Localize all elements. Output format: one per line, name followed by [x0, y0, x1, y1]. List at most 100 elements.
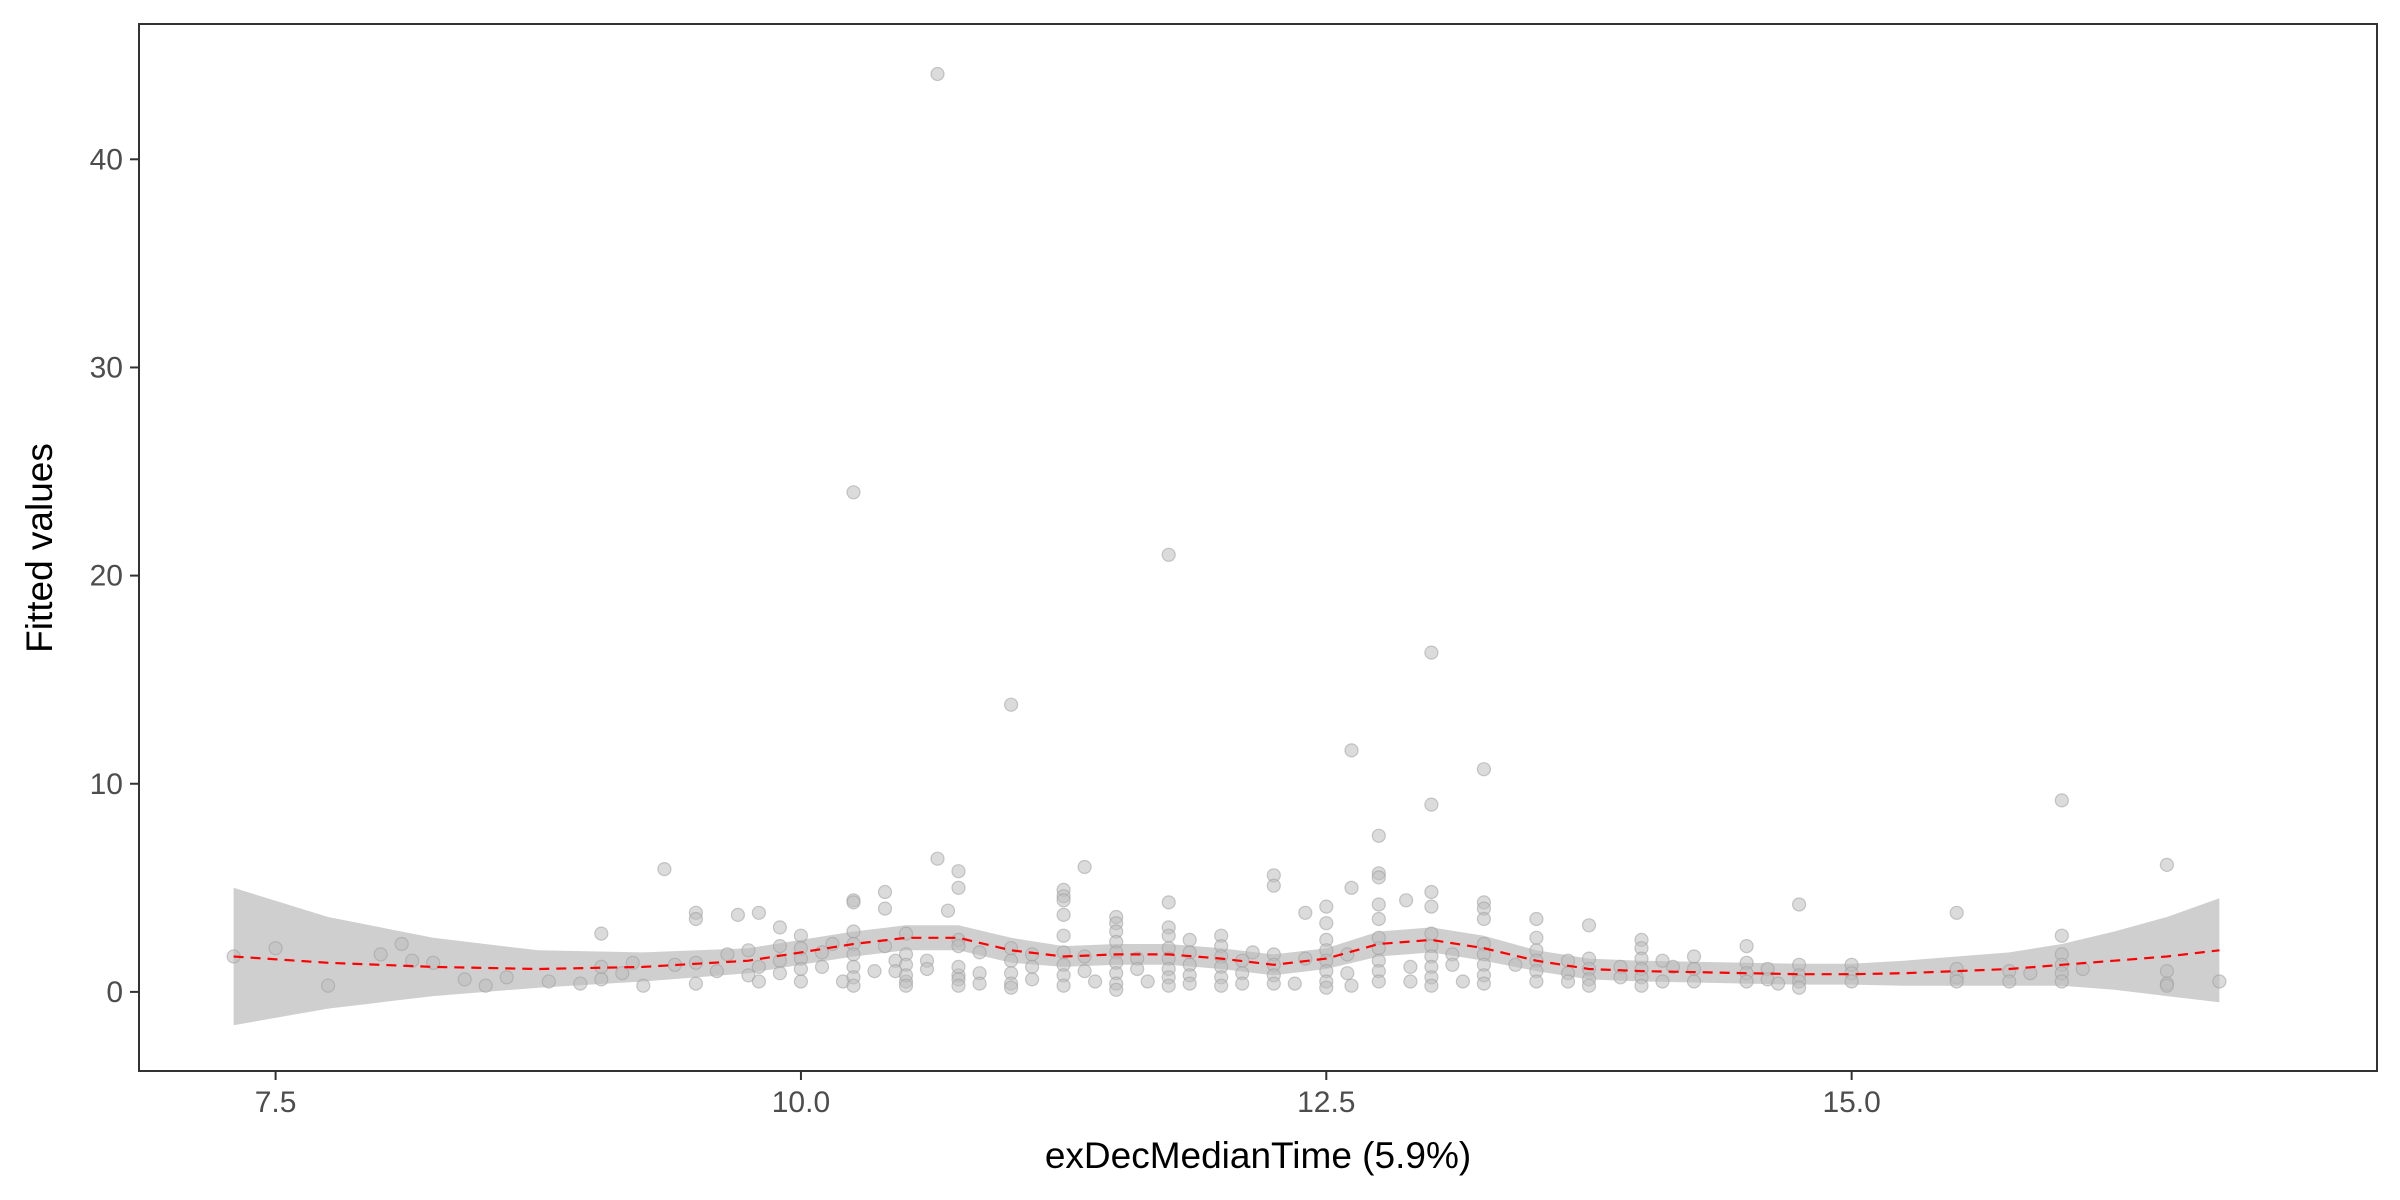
scatter-point [1686, 961, 1702, 977]
scatter-point [730, 907, 746, 923]
scatter-point [772, 938, 788, 954]
scatter-point [1371, 974, 1386, 989]
x-tick-label: 15.0 [1822, 1086, 1880, 1119]
scatter-point [1529, 911, 1544, 927]
scatter-point [709, 963, 725, 979]
scatter-point [1344, 978, 1359, 993]
scatter-point [898, 978, 914, 993]
scatter-point [1424, 926, 1439, 941]
plot-panel-border [138, 23, 2378, 1072]
y-tick-label: 30 [90, 351, 123, 384]
y-tick-label: 0 [106, 976, 123, 1009]
scatter-point [2159, 857, 2174, 873]
scatter-point [321, 978, 336, 993]
scatter-point [394, 936, 409, 952]
scatter-point [541, 974, 556, 989]
y-axis: 0 10 20 30 40 [90, 143, 139, 1009]
scatter-point [940, 903, 956, 918]
x-axis-title: exDecMedianTime (5.9%) [1045, 1135, 1471, 1176]
y-tick-label: 20 [90, 560, 123, 593]
scatter-point [1319, 980, 1334, 995]
scatter-point [1266, 976, 1281, 991]
y-tick-label: 10 [90, 768, 123, 801]
scatter-point [741, 943, 756, 958]
scatter-point [741, 968, 756, 983]
scatter-point [688, 911, 704, 927]
scatter-point [1791, 980, 1807, 995]
scatter-point [930, 851, 945, 866]
scatter-point [1266, 878, 1281, 893]
scatter-point [1508, 957, 1523, 972]
scatter-point [720, 947, 735, 962]
scatter-point [1371, 870, 1386, 885]
scatter-point [594, 972, 609, 987]
scatter-point [1529, 974, 1544, 989]
scatter-point [877, 901, 893, 916]
scatter-point [1077, 859, 1092, 875]
scatter-point [1455, 974, 1471, 989]
scatter-point [1424, 978, 1439, 993]
scatter-point [1319, 916, 1334, 931]
scatter-point [1344, 880, 1359, 895]
scatter-point [1344, 743, 1359, 758]
scatter-point [478, 978, 493, 993]
scatter-point [951, 938, 966, 954]
scatter-point [772, 966, 788, 981]
scatter-point [1403, 974, 1418, 989]
scatter-point [1161, 978, 1176, 993]
scatter-point [1424, 884, 1439, 900]
scatter-point [951, 864, 966, 879]
scatter-point [1739, 938, 1754, 954]
scatter-point [1003, 953, 1019, 968]
scatter-point [951, 880, 966, 895]
scatter-point [688, 976, 704, 991]
scatter-point [751, 905, 767, 920]
scatter-point [1140, 974, 1155, 989]
scatter-point [793, 974, 809, 989]
scatter-point [1634, 978, 1649, 993]
scatter-point [1298, 905, 1313, 920]
scatter-point [972, 976, 987, 991]
scatter-point [1056, 978, 1071, 993]
scatter-point [1130, 961, 1145, 977]
scatter-point [573, 976, 588, 991]
scatter-point [1665, 959, 1681, 975]
scatter-point [636, 978, 651, 993]
scatter-point [1056, 907, 1071, 923]
scatter-point [1298, 951, 1313, 966]
scatter-point [877, 884, 893, 900]
scatter-point [373, 947, 388, 962]
scatter-point [1398, 893, 1414, 908]
scatter-point [2054, 928, 2069, 943]
scatter-point [846, 485, 861, 500]
scatter-point [2002, 974, 2017, 989]
scatter-point [1424, 899, 1439, 914]
scatter-point [1003, 697, 1019, 712]
scatter-point [1655, 953, 1670, 968]
scatter-point [814, 959, 830, 975]
scatter-point [1161, 928, 1176, 943]
scatter-point [1182, 932, 1197, 948]
scatter-point [594, 926, 609, 941]
scatter-point [1024, 972, 1040, 987]
scatter-point [898, 926, 914, 941]
scatter-point [1424, 797, 1439, 812]
scatter-point [1613, 970, 1628, 985]
scatter-point [1581, 918, 1597, 933]
scatter-point [793, 928, 809, 943]
scatter-point [1214, 978, 1229, 993]
scatter-point [972, 945, 987, 960]
scatter-point [268, 941, 283, 956]
scatter-point [1024, 959, 1040, 975]
scatter-point [1371, 897, 1386, 912]
scatter-point [1371, 828, 1386, 843]
scatter-point [1739, 974, 1754, 989]
x-tick-label: 10.0 [772, 1086, 830, 1119]
scatter-point [1476, 911, 1492, 927]
scatter-point [1161, 547, 1176, 562]
scatter-point [1403, 959, 1418, 975]
smooth-line-layer [233, 936, 2220, 976]
scatter-point [625, 955, 640, 970]
scatter-point [2159, 963, 2174, 979]
